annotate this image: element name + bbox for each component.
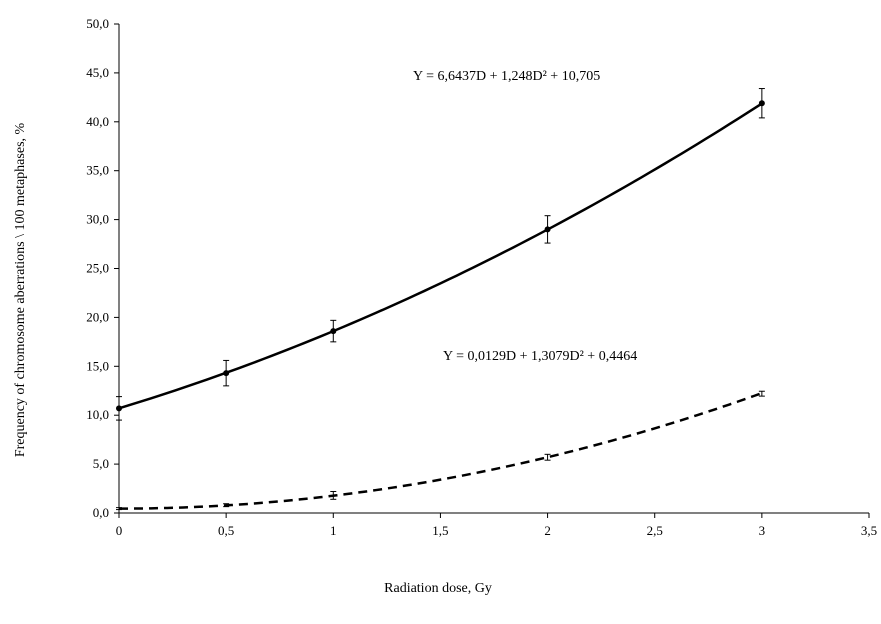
y-tick-label: 5,0 [93,456,109,471]
x-axis-label: Radiation dose, Gy [384,581,492,596]
y-tick-label: 25,0 [86,261,109,276]
y-tick-label: 40,0 [86,114,109,129]
x-tick-label: 2,5 [647,523,663,538]
series-1-trend-line [118,102,763,410]
y-tick-label: 10,0 [86,407,109,422]
y-tick-label: 0,0 [93,505,109,520]
x-tick-label: 1 [330,523,337,538]
x-tick-label: 0 [116,523,123,538]
x-tick-label: 0,5 [218,523,234,538]
x-tick-label: 1,5 [432,523,448,538]
chart-marks [116,88,765,511]
y-tick-label: 45,0 [86,65,109,80]
y-tick-label: 15,0 [86,358,109,373]
axes: 0 0,5 1 1,5 2 2,5 3 3,5 0,0 5,0 10,0 15,0 20,0 25,0 30… [86,16,877,538]
equation-series-1: Y = 6,6437D + 1,248D² + 10,705 [413,69,600,84]
y-tick-label: 35,0 [86,163,109,178]
x-tick-label: 2 [544,523,551,538]
series-2-trend-line [118,391,763,510]
series-1-point [330,328,337,335]
y-tick-label: 30,0 [86,212,109,227]
x-tick-label: 3 [759,523,766,538]
y-tick-label: 20,0 [86,309,109,324]
equation-series-2: Y = 0,0129D + 1,3079D² + 0,4464 [443,349,637,364]
x-tick-label: 3,5 [861,523,877,538]
series-1-point [116,405,122,412]
y-axis-label: Frequency of chromosome aberrations \ 10… [13,122,28,457]
series-1-point [544,226,551,233]
series-1-point [223,370,230,377]
y-tick-label: 50,0 [86,16,109,31]
series-1-point [758,100,765,107]
